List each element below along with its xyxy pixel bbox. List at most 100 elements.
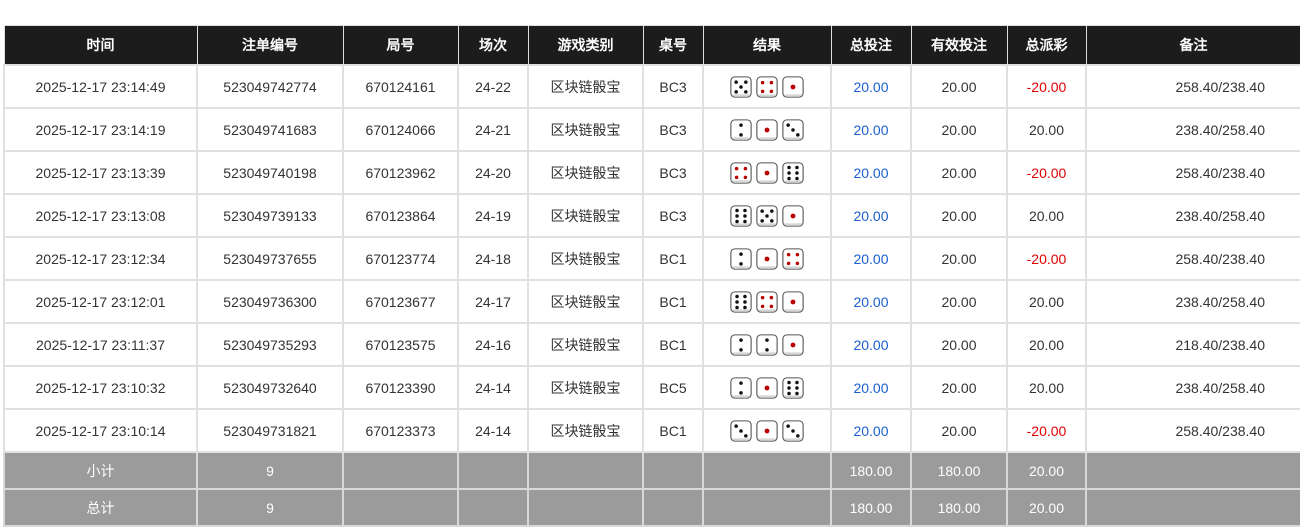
die-3-icon [730, 419, 752, 442]
die-6-icon [730, 290, 752, 313]
cell-total-bet: 20.00 [830, 150, 912, 195]
summary-count: 9 [196, 451, 344, 490]
cell-result [702, 408, 832, 453]
cell-payout: -20.00 [1006, 236, 1087, 281]
cell-valid-bet: 20.00 [910, 365, 1008, 410]
cell-bet-id: 523049740198 [196, 150, 344, 195]
table-row: 2025-12-17 23:13:39 523049740198 670123962… [3, 150, 1300, 195]
cell-valid-bet: 20.00 [910, 322, 1008, 367]
cell-result [702, 279, 832, 324]
cell-total-bet: 20.00 [830, 64, 912, 109]
cell-session: 24-22 [457, 64, 529, 109]
cell-game: 区块链骰宝 [527, 279, 644, 324]
summary-payout: 20.00 [1006, 451, 1087, 490]
column-header: 总派彩 [1006, 25, 1087, 66]
summary-payout: 20.00 [1006, 488, 1087, 527]
cell-session: 24-14 [457, 408, 529, 453]
table-header: 时间 注单编号 局号 场次 游戏类别 桌号 结果 总投注 有效投注 总派彩 备注 [3, 25, 1300, 66]
cell-result [702, 193, 832, 238]
cell-session: 24-16 [457, 322, 529, 367]
empty-cell [457, 488, 529, 527]
cell-table: BC1 [642, 236, 704, 281]
cell-game: 区块链骰宝 [527, 193, 644, 238]
cell-session: 24-19 [457, 193, 529, 238]
die-1-icon [756, 247, 778, 270]
subtotal-row: 小计 9 180.00 180.00 20.00 [3, 451, 1300, 490]
table-row: 2025-12-17 23:12:34 523049737655 670123774… [3, 236, 1300, 281]
cell-game: 区块链骰宝 [527, 322, 644, 367]
cell-table: BC3 [642, 150, 704, 195]
cell-note: 258.40/238.40 [1085, 150, 1300, 195]
cell-valid-bet: 20.00 [910, 236, 1008, 281]
cell-round: 670123373 [342, 408, 459, 453]
cell-total-bet: 20.00 [830, 365, 912, 410]
die-1-icon [782, 204, 804, 227]
die-1-icon [756, 376, 778, 399]
cell-table: BC1 [642, 408, 704, 453]
empty-cell [1085, 488, 1300, 527]
total-row: 总计 9 180.00 180.00 20.00 [3, 488, 1300, 527]
cell-bet-id: 523049739133 [196, 193, 344, 238]
column-header: 时间 [3, 25, 198, 66]
cell-payout: -20.00 [1006, 64, 1087, 109]
cell-bet-id: 523049731821 [196, 408, 344, 453]
cell-payout: 20.00 [1006, 107, 1087, 152]
cell-game: 区块链骰宝 [527, 236, 644, 281]
cell-time: 2025-12-17 23:12:34 [3, 236, 198, 281]
cell-time: 2025-12-17 23:11:37 [3, 322, 198, 367]
cell-result [702, 322, 832, 367]
cell-note: 238.40/258.40 [1085, 279, 1300, 324]
die-2-icon [730, 247, 752, 270]
cell-session: 24-18 [457, 236, 529, 281]
cell-table: BC3 [642, 107, 704, 152]
column-header: 场次 [457, 25, 529, 66]
empty-cell [457, 451, 529, 490]
cell-total-bet: 20.00 [830, 107, 912, 152]
cell-table: BC1 [642, 322, 704, 367]
empty-cell [702, 451, 832, 490]
cell-total-bet: 20.00 [830, 279, 912, 324]
cell-round: 670124066 [342, 107, 459, 152]
cell-note: 258.40/238.40 [1085, 408, 1300, 453]
cell-round: 670123962 [342, 150, 459, 195]
cell-valid-bet: 20.00 [910, 193, 1008, 238]
cell-game: 区块链骰宝 [527, 64, 644, 109]
cell-total-bet: 20.00 [830, 322, 912, 367]
cell-session: 24-21 [457, 107, 529, 152]
die-4-icon [756, 290, 778, 313]
die-1-icon [782, 290, 804, 313]
cell-session: 24-20 [457, 150, 529, 195]
cell-valid-bet: 20.00 [910, 150, 1008, 195]
cell-time: 2025-12-17 23:10:32 [3, 365, 198, 410]
cell-note: 258.40/238.40 [1085, 64, 1300, 109]
cell-time: 2025-12-17 23:13:08 [3, 193, 198, 238]
die-3-icon [782, 118, 804, 141]
cell-time: 2025-12-17 23:14:49 [3, 64, 198, 109]
cell-valid-bet: 20.00 [910, 107, 1008, 152]
cell-time: 2025-12-17 23:12:01 [3, 279, 198, 324]
column-header: 备注 [1085, 25, 1300, 66]
cell-game: 区块链骰宝 [527, 408, 644, 453]
empty-cell [342, 451, 459, 490]
table-row: 2025-12-17 23:13:08 523049739133 670123864… [3, 193, 1300, 238]
summary-count: 9 [196, 488, 344, 527]
cell-note: 258.40/238.40 [1085, 236, 1300, 281]
cell-table: BC1 [642, 279, 704, 324]
cell-round: 670123864 [342, 193, 459, 238]
cell-payout: 20.00 [1006, 279, 1087, 324]
die-1-icon [756, 118, 778, 141]
die-5-icon [756, 204, 778, 227]
cell-game: 区块链骰宝 [527, 150, 644, 195]
cell-bet-id: 523049741683 [196, 107, 344, 152]
cell-time: 2025-12-17 23:13:39 [3, 150, 198, 195]
die-1-icon [782, 333, 804, 356]
cell-table: BC5 [642, 365, 704, 410]
cell-payout: 20.00 [1006, 365, 1087, 410]
die-6-icon [730, 204, 752, 227]
empty-cell [642, 488, 704, 527]
die-6-icon [782, 376, 804, 399]
die-2-icon [730, 118, 752, 141]
column-header: 游戏类别 [527, 25, 644, 66]
die-5-icon [730, 75, 752, 98]
die-4-icon [756, 75, 778, 98]
